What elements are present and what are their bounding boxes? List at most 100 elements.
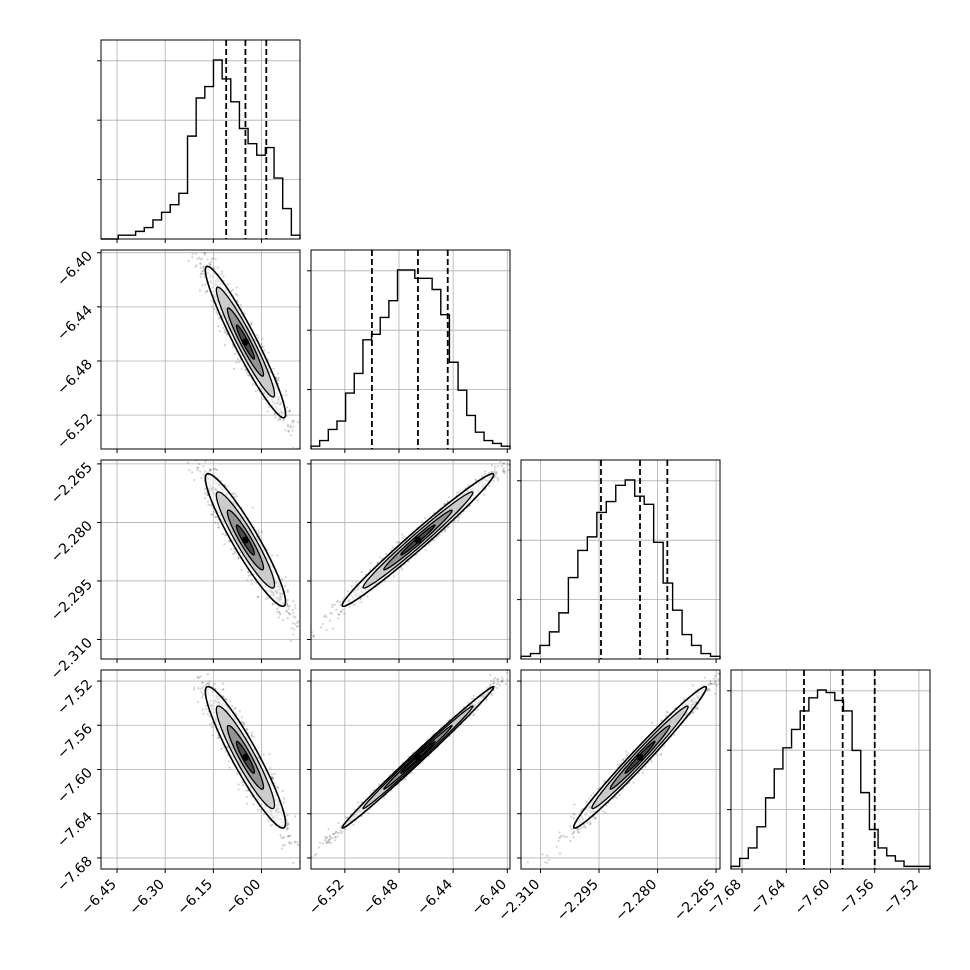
scatter-point	[483, 470, 487, 473]
scatter-point	[502, 462, 505, 465]
scatter-point	[201, 708, 204, 711]
scatter-point	[293, 628, 296, 631]
scatter-point	[251, 506, 254, 509]
scatter-point	[202, 269, 205, 273]
scatter-point	[245, 789, 248, 792]
scatter-panel-3-0: −6.45 −6.30 −6.15 −6.00−7.68−7.64−7.60−7.56…	[54, 669, 302, 918]
scatter-point	[340, 610, 343, 613]
scatter-point	[288, 611, 291, 615]
scatter-point	[193, 686, 196, 689]
scatter-point	[203, 276, 206, 279]
scatter-point	[291, 609, 294, 612]
scatter-point	[294, 623, 297, 626]
scatter-point	[212, 510, 215, 514]
scatter-point	[204, 460, 207, 463]
scatter-point	[286, 813, 289, 817]
scatter-point	[240, 568, 243, 572]
scatter-point	[391, 546, 394, 549]
scatter-point	[213, 683, 216, 686]
scatter-point	[233, 353, 237, 356]
scatter-point	[276, 607, 279, 611]
scatter-point	[230, 289, 233, 292]
scatter-point	[199, 272, 203, 275]
scatter-point	[232, 367, 236, 371]
scatter-point	[331, 605, 334, 609]
scatter-point	[503, 472, 506, 475]
scatter-point	[232, 552, 235, 556]
scatter-point	[287, 430, 290, 433]
scatter-point	[289, 426, 292, 429]
scatter-point	[272, 367, 275, 370]
scatter-point	[292, 622, 295, 625]
scatter-point	[218, 329, 222, 333]
scatter-point	[493, 465, 497, 468]
scatter-point	[262, 398, 265, 401]
scatter-point	[198, 289, 202, 292]
scatter-point	[234, 493, 237, 496]
scatter-point	[202, 473, 205, 476]
scatter-point	[222, 326, 225, 329]
y-tick-label: −2.280	[48, 518, 96, 566]
scatter-point	[348, 605, 351, 608]
scatter-point	[260, 530, 263, 534]
scatter-point	[331, 603, 334, 606]
y-tick-label: −6.52	[54, 411, 96, 453]
scatter-point	[423, 517, 427, 520]
y-tick-label: −2.265	[48, 459, 96, 507]
scatter-point	[335, 608, 338, 611]
scatter-point	[212, 256, 215, 260]
scatter-point	[476, 499, 480, 502]
scatter-point	[256, 595, 259, 599]
scatter-point	[213, 515, 217, 519]
scatter-point	[234, 550, 237, 553]
scatter-point	[339, 603, 342, 606]
scatter-point	[204, 283, 207, 286]
scatter-point	[270, 773, 274, 776]
scatter-point	[483, 473, 487, 476]
histogram-panel-1	[307, 249, 511, 453]
scatter-panel-2-0: −2.310−2.295−2.280−2.265	[48, 459, 301, 683]
panel-background	[311, 250, 510, 449]
scatter-point	[287, 425, 290, 428]
scatter-point	[287, 605, 290, 608]
scatter-point	[195, 264, 198, 267]
scatter-point	[226, 485, 229, 488]
scatter-point	[241, 783, 245, 787]
scatter-point	[223, 543, 226, 546]
scatter-point	[203, 273, 206, 276]
scatter-point	[191, 471, 194, 474]
scatter-point	[202, 266, 205, 269]
scatter-point	[256, 334, 259, 337]
scatter-point	[368, 568, 372, 571]
scatter-point	[188, 469, 191, 472]
scatter-point	[209, 260, 213, 263]
scatter-point	[277, 379, 280, 382]
histogram-step-0	[101, 59, 301, 240]
scatter-point	[287, 607, 290, 610]
scatter-point	[328, 612, 332, 615]
scatter-point	[252, 803, 255, 806]
scatter-point	[200, 477, 203, 480]
scatter-point	[206, 500, 210, 503]
scatter-point	[196, 257, 199, 260]
scatter-point	[456, 519, 459, 522]
scatter-point	[458, 490, 461, 493]
scatter-point	[277, 616, 281, 619]
scatter-point	[482, 493, 486, 496]
density-peak	[241, 536, 249, 544]
scatter-point	[240, 367, 243, 371]
scatter-point	[187, 461, 190, 464]
scatter-point	[203, 253, 207, 256]
scatter-point	[203, 492, 206, 495]
scatter-point	[493, 468, 496, 471]
scatter-point	[235, 495, 238, 498]
scatter-point	[330, 612, 334, 615]
scatter-point	[276, 554, 279, 557]
scatter-point	[217, 317, 220, 320]
scatter-point	[204, 291, 207, 294]
scatter-point	[392, 575, 396, 578]
scatter-point	[400, 566, 403, 569]
scatter-point	[397, 541, 401, 544]
scatter-point	[500, 464, 503, 467]
